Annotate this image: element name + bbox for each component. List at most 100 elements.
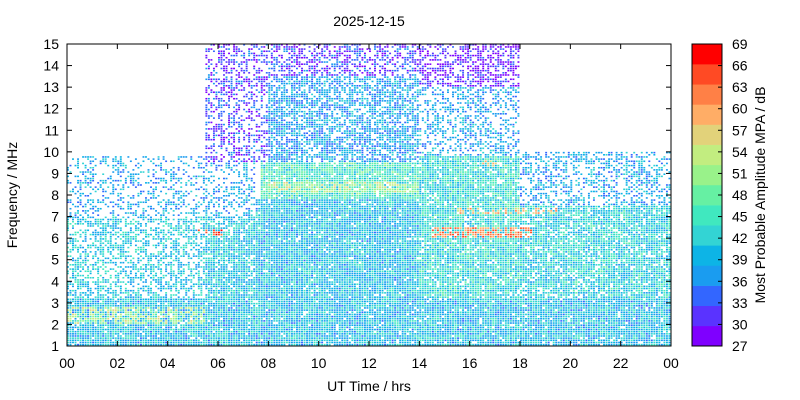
heatmap-cell (94, 231, 97, 234)
heatmap-cell (97, 233, 100, 236)
heatmap-cell (92, 160, 95, 163)
heatmap-cell (233, 274, 236, 277)
heatmap-cell (220, 61, 223, 63)
heatmap-cell (195, 229, 198, 232)
heatmap-cell (220, 119, 223, 122)
heatmap-cell (67, 337, 69, 339)
heatmap-cell (260, 190, 263, 193)
heatmap-cell (240, 328, 243, 331)
heatmap-cell (260, 141, 263, 143)
heatmap-cell (67, 335, 69, 337)
heatmap-cell (170, 328, 173, 331)
heatmap-cell (228, 311, 230, 314)
heatmap-cell (207, 276, 210, 279)
heatmap-cell (142, 298, 145, 301)
heatmap-cell (77, 248, 79, 251)
heatmap-cell (218, 326, 220, 329)
heatmap-cell (175, 244, 178, 247)
heatmap-cell (97, 272, 100, 275)
heatmap-cell (87, 169, 90, 171)
heatmap-cell (175, 324, 178, 326)
heatmap-cell (218, 104, 220, 106)
heatmap-cell (89, 276, 92, 279)
heatmap-cell (92, 311, 95, 314)
heatmap-cell (104, 233, 107, 236)
heatmap-cell (190, 229, 193, 232)
heatmap-cell (99, 333, 102, 335)
heatmap-cell (233, 160, 236, 163)
heatmap-cell (258, 259, 261, 262)
heatmap-cell (255, 259, 258, 262)
heatmap-cell (77, 330, 79, 333)
heatmap-cell (250, 287, 253, 290)
heatmap-cell (233, 141, 236, 143)
heatmap-cell (205, 128, 208, 130)
heatmap-cell (165, 307, 168, 309)
heatmap-cell (233, 270, 236, 273)
heatmap-cell (235, 317, 238, 320)
heatmap-cell (109, 276, 112, 279)
heatmap-cell (104, 285, 107, 288)
heatmap-cell (157, 235, 160, 238)
heatmap-cell (112, 268, 115, 270)
heatmap-cell (207, 100, 210, 102)
heatmap-cell (139, 302, 142, 305)
heatmap-cell (122, 315, 125, 318)
heatmap-cell (155, 317, 157, 320)
heatmap-cell (170, 333, 173, 335)
heatmap-cell (150, 292, 152, 294)
heatmap-cell (228, 255, 230, 257)
heatmap-cell (212, 132, 215, 134)
heatmap-cell (187, 227, 190, 229)
heatmap-cell (155, 164, 157, 167)
heatmap-cell (79, 296, 82, 298)
heatmap-cell (220, 322, 223, 324)
heatmap-cell (235, 283, 238, 285)
heatmap-cell (160, 281, 163, 283)
heatmap-cell (248, 82, 251, 85)
heatmap-cell (255, 233, 258, 236)
heatmap-cell (109, 285, 112, 288)
heatmap-cell (185, 298, 188, 301)
heatmap-cell (210, 328, 213, 331)
heatmap-cell (225, 307, 228, 309)
heatmap-cell (210, 115, 213, 117)
heatmap-cell (263, 192, 266, 195)
heatmap-cell (172, 177, 175, 180)
heatmap-cell (134, 225, 137, 227)
heatmap-cell (155, 324, 157, 326)
heatmap-cell (228, 330, 230, 333)
heatmap-cell (180, 313, 183, 316)
heatmap-cell (74, 326, 77, 329)
heatmap-cell (69, 317, 72, 320)
heatmap-cell (215, 231, 218, 234)
heatmap-cell (122, 302, 125, 305)
heatmap-cell (117, 311, 120, 314)
heatmap-cell (245, 171, 248, 173)
heatmap-cell (127, 171, 130, 173)
heatmap-cell (258, 203, 261, 206)
heatmap-cell (69, 255, 72, 257)
heatmap-cell (67, 333, 69, 335)
heatmap-cell (250, 87, 253, 89)
heatmap-cell (210, 279, 213, 281)
heatmap-cell (92, 244, 95, 247)
heatmap-cell (218, 160, 220, 163)
heatmap-cell (223, 309, 225, 311)
heatmap-cell (89, 322, 92, 324)
heatmap-cell (132, 264, 135, 266)
heatmap-cell (258, 59, 261, 61)
heatmap-cell (92, 225, 95, 227)
heatmap-cell (215, 108, 218, 111)
heatmap-cell (207, 136, 210, 139)
heatmap-cell (177, 227, 180, 229)
heatmap-cell (165, 201, 168, 204)
heatmap-cell (132, 169, 135, 171)
heatmap-cell (195, 182, 198, 184)
heatmap-cell (245, 300, 248, 303)
heatmap-cell (215, 91, 218, 94)
heatmap-cell (102, 195, 105, 197)
heatmap-cell (220, 289, 223, 292)
heatmap-cell (167, 238, 170, 240)
heatmap-cell (260, 315, 263, 318)
